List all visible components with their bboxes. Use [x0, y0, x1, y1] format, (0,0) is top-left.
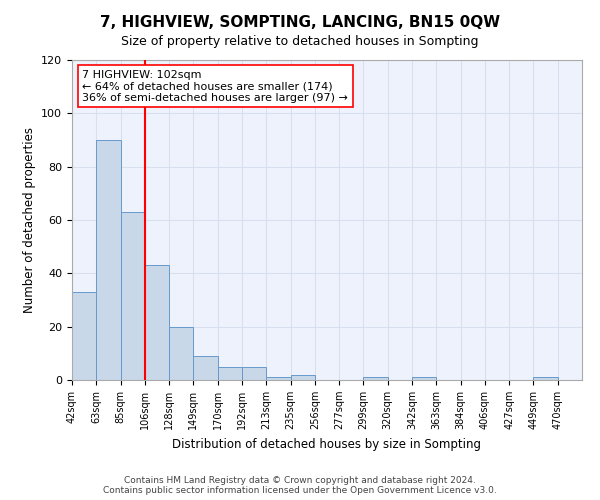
Bar: [193, 356, 218, 380]
Bar: [533, 378, 558, 380]
Bar: [412, 378, 436, 380]
Text: Size of property relative to detached houses in Sompting: Size of property relative to detached ho…: [121, 35, 479, 48]
Bar: [72, 292, 96, 380]
Bar: [121, 212, 145, 380]
Bar: [266, 378, 290, 380]
Bar: [242, 366, 266, 380]
Text: 7 HIGHVIEW: 102sqm
← 64% of detached houses are smaller (174)
36% of semi-detach: 7 HIGHVIEW: 102sqm ← 64% of detached hou…: [82, 70, 348, 103]
Bar: [169, 326, 193, 380]
Y-axis label: Number of detached properties: Number of detached properties: [23, 127, 35, 313]
Text: Contains HM Land Registry data © Crown copyright and database right 2024.
Contai: Contains HM Land Registry data © Crown c…: [103, 476, 497, 495]
Bar: [218, 366, 242, 380]
X-axis label: Distribution of detached houses by size in Sompting: Distribution of detached houses by size …: [173, 438, 482, 450]
Bar: [290, 374, 315, 380]
Text: 7, HIGHVIEW, SOMPTING, LANCING, BN15 0QW: 7, HIGHVIEW, SOMPTING, LANCING, BN15 0QW: [100, 15, 500, 30]
Bar: [96, 140, 121, 380]
Bar: [364, 378, 388, 380]
Bar: [145, 266, 169, 380]
